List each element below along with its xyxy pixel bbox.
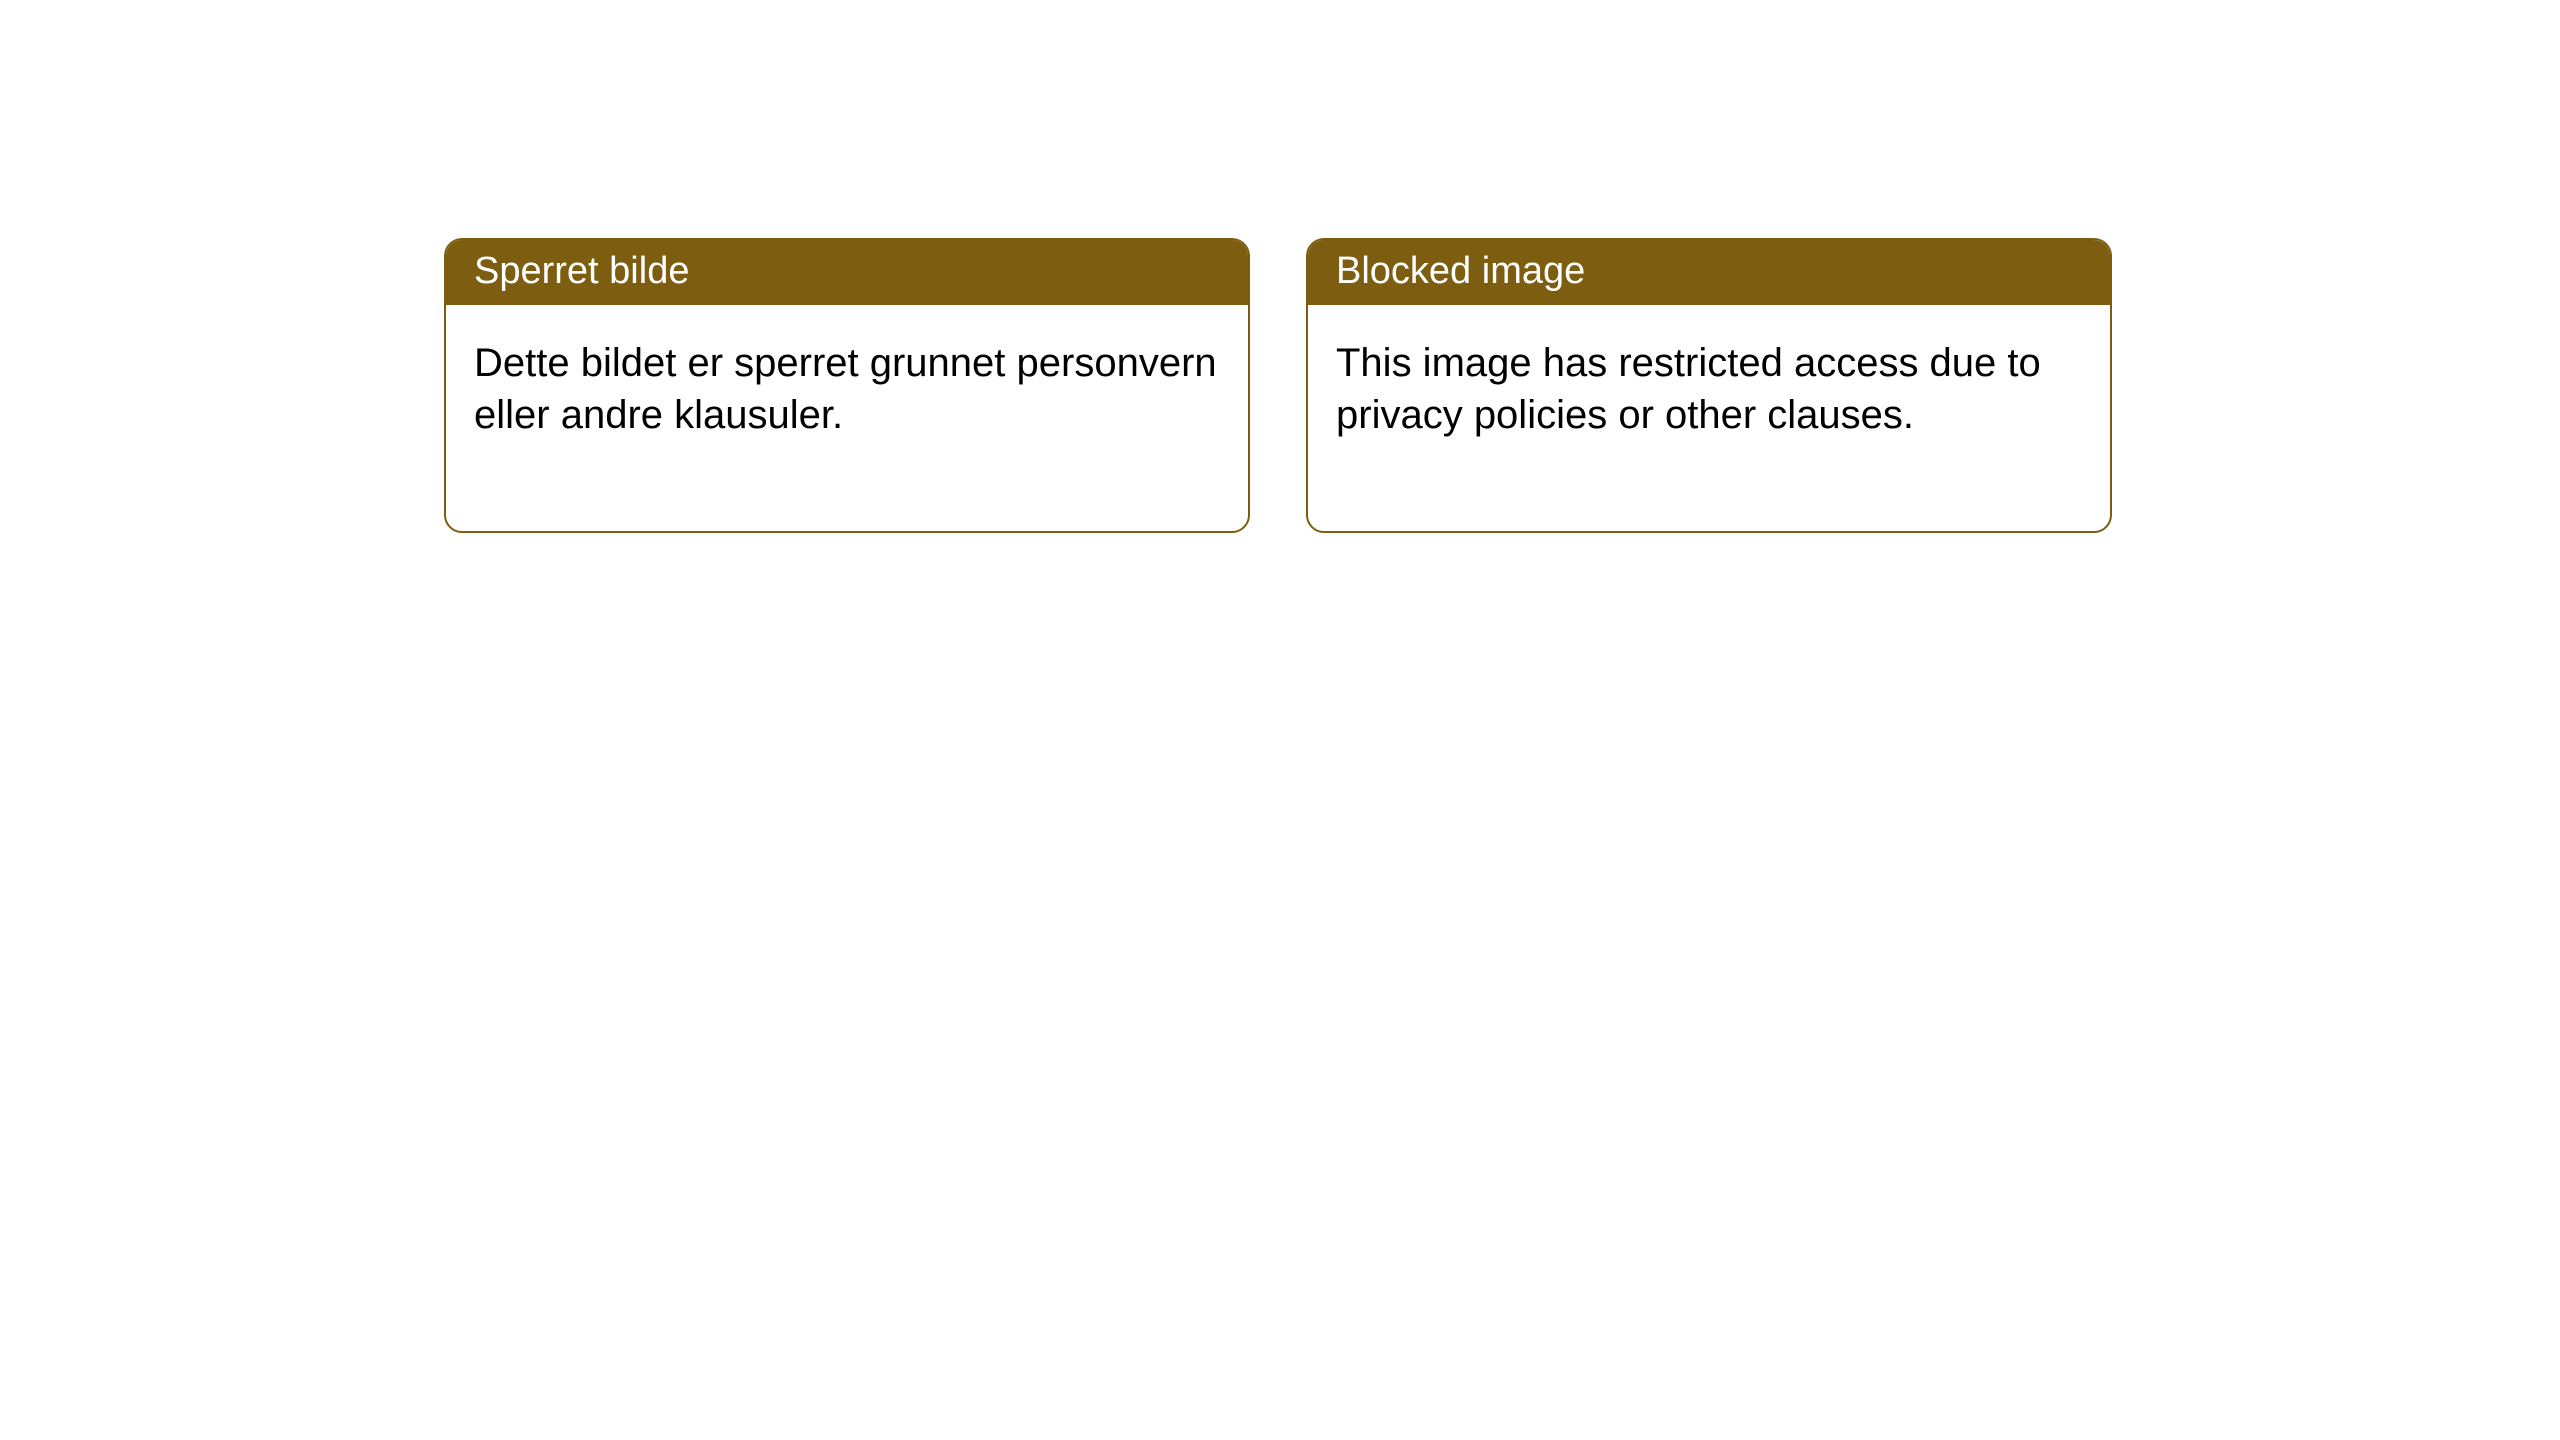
blocked-image-card-no: Sperret bilde Dette bildet er sperret gr… [444, 238, 1250, 533]
card-header-text: Blocked image [1336, 250, 1585, 292]
card-header: Blocked image [1308, 240, 2110, 305]
card-body-text: This image has restricted access due to … [1336, 341, 2041, 437]
notice-container: Sperret bilde Dette bildet er sperret gr… [0, 0, 2560, 533]
card-header-text: Sperret bilde [474, 250, 689, 292]
blocked-image-card-en: Blocked image This image has restricted … [1306, 238, 2112, 533]
card-body: This image has restricted access due to … [1308, 305, 2110, 531]
card-body: Dette bildet er sperret grunnet personve… [446, 305, 1248, 531]
card-header: Sperret bilde [446, 240, 1248, 305]
card-body-text: Dette bildet er sperret grunnet personve… [474, 341, 1217, 437]
